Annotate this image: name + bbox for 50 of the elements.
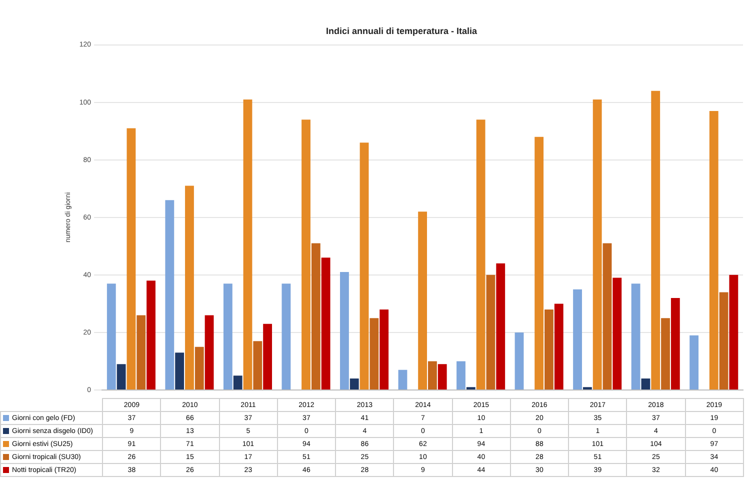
bar: [514, 332, 524, 390]
chart-title: Indici annuali di temperatura - Italia: [326, 26, 478, 36]
bar: [136, 315, 146, 390]
bar: [612, 278, 622, 390]
bar: [146, 280, 156, 390]
bar: [690, 335, 699, 390]
bar: [456, 361, 466, 390]
bar: [126, 128, 136, 390]
bar: [380, 309, 389, 390]
bar: [476, 120, 486, 390]
bar: [302, 120, 310, 390]
bar: [204, 315, 214, 390]
bar: [486, 274, 496, 390]
bar: [106, 284, 116, 390]
bar: [263, 324, 272, 390]
bar: [661, 318, 670, 390]
bar: [398, 370, 408, 390]
bar: [573, 289, 582, 390]
bar: [282, 284, 291, 390]
bar: [534, 136, 544, 390]
bar: [631, 284, 640, 390]
bar: [223, 284, 232, 390]
bar: [116, 364, 126, 390]
bar: [194, 346, 204, 390]
bar: [350, 378, 359, 390]
bar: [729, 274, 738, 390]
bar: [165, 200, 174, 390]
bar: [709, 110, 718, 390]
bar: [370, 318, 379, 390]
bar: [592, 99, 602, 390]
bar: [438, 364, 447, 390]
bar: [544, 309, 554, 390]
bar: [428, 361, 437, 390]
bar: [340, 272, 349, 390]
bar: [602, 243, 612, 390]
bar: [418, 212, 427, 390]
bar: [233, 376, 242, 390]
bar: [670, 298, 680, 390]
bar: [641, 378, 650, 390]
bar: [253, 341, 262, 390]
bar: [321, 258, 330, 390]
bar: [243, 99, 252, 390]
bar: [719, 292, 728, 390]
bar: [175, 352, 184, 390]
bar: [185, 186, 194, 390]
bar: [496, 263, 506, 390]
bar: [651, 90, 660, 390]
bar: [311, 243, 320, 390]
bar: [360, 142, 369, 390]
bar: [554, 304, 564, 390]
